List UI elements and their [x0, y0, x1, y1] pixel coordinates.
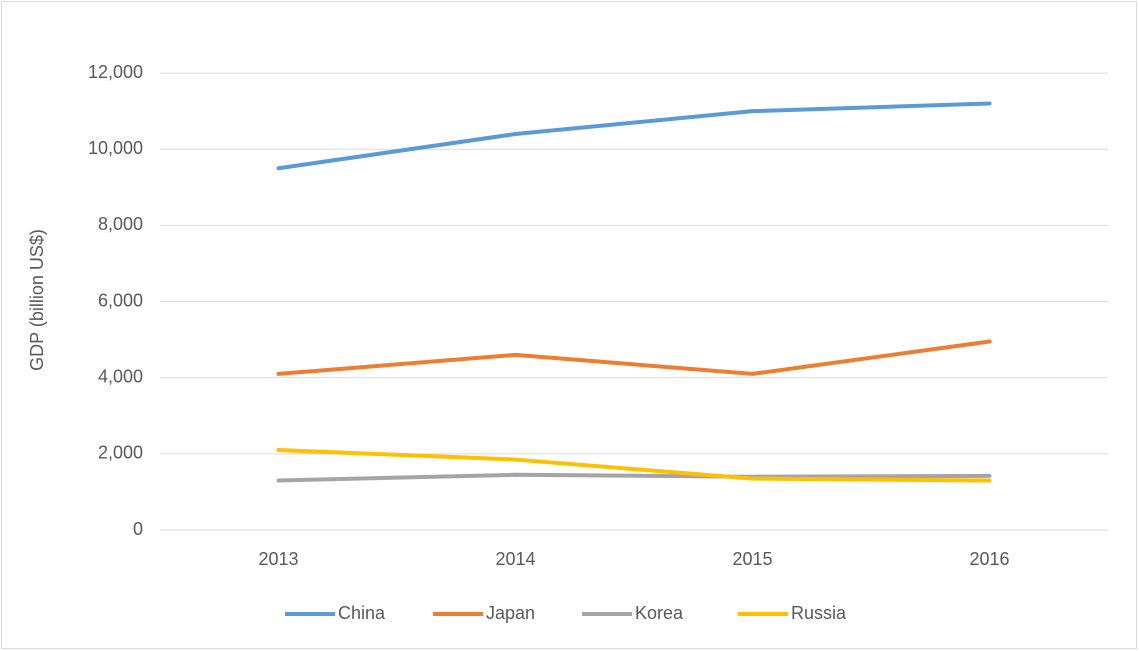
y-tick-label: 2,000	[98, 443, 143, 463]
legend-label: China	[338, 603, 386, 623]
y-tick-label: 4,000	[98, 366, 143, 386]
y-tick-label: 10,000	[88, 138, 143, 158]
x-tick-label: 2016	[969, 549, 1009, 569]
y-tick-label: 8,000	[98, 214, 143, 234]
x-tick-label: 2015	[732, 549, 772, 569]
legend-label: Russia	[791, 603, 847, 623]
y-tick-label: 0	[133, 519, 143, 539]
x-tick-label: 2013	[258, 549, 298, 569]
legend-label: Japan	[486, 603, 535, 623]
y-tick-label: 12,000	[88, 62, 143, 82]
y-axis-label: GDP (billion US$)	[27, 229, 47, 371]
series-line	[276, 101, 992, 171]
series-line	[276, 448, 992, 483]
series-line	[276, 339, 992, 376]
y-tick-label: 6,000	[98, 290, 143, 310]
series-line	[276, 472, 992, 483]
x-tick-label: 2014	[495, 549, 535, 569]
legend-label: Korea	[635, 603, 684, 623]
